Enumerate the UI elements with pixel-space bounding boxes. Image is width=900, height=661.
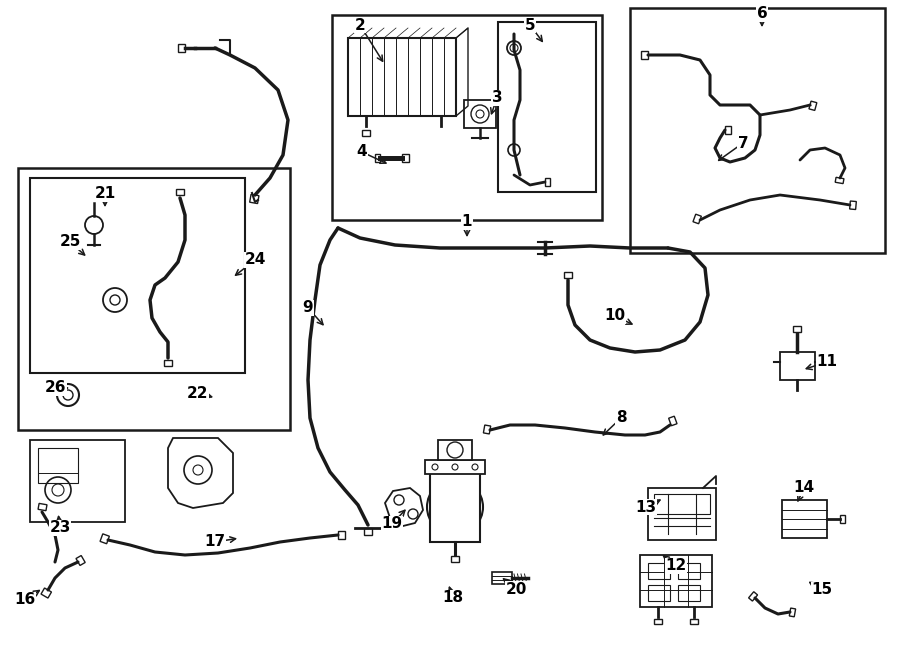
Polygon shape <box>76 555 86 565</box>
Polygon shape <box>249 194 259 204</box>
Bar <box>430 472 480 542</box>
Bar <box>782 500 827 538</box>
Polygon shape <box>789 608 796 617</box>
Bar <box>438 440 472 460</box>
Text: 21: 21 <box>94 186 115 202</box>
Polygon shape <box>835 177 844 184</box>
Text: 9: 9 <box>302 301 313 315</box>
Text: 18: 18 <box>443 590 464 605</box>
Bar <box>30 440 125 522</box>
Text: 20: 20 <box>505 582 526 596</box>
Polygon shape <box>641 51 648 59</box>
Polygon shape <box>850 201 856 210</box>
Polygon shape <box>176 189 184 195</box>
Polygon shape <box>41 588 51 598</box>
Bar <box>780 352 815 380</box>
Bar <box>348 38 456 116</box>
Bar <box>18 168 290 430</box>
Polygon shape <box>840 515 845 523</box>
Text: 10: 10 <box>605 309 626 323</box>
Text: 1: 1 <box>462 215 472 229</box>
Polygon shape <box>178 44 185 52</box>
Text: 15: 15 <box>812 582 833 598</box>
Polygon shape <box>545 178 550 186</box>
Text: 13: 13 <box>635 500 657 514</box>
Polygon shape <box>690 619 698 624</box>
Polygon shape <box>362 130 370 136</box>
Polygon shape <box>669 416 677 426</box>
Polygon shape <box>100 534 110 544</box>
Text: 26: 26 <box>44 381 66 395</box>
Text: 5: 5 <box>525 17 535 32</box>
Polygon shape <box>451 556 459 562</box>
Polygon shape <box>164 360 172 366</box>
Bar <box>498 22 596 192</box>
Text: 14: 14 <box>794 481 814 496</box>
Polygon shape <box>793 326 801 332</box>
Bar <box>630 8 885 253</box>
Text: 19: 19 <box>382 516 402 531</box>
Polygon shape <box>483 425 490 434</box>
Text: 4: 4 <box>356 145 367 159</box>
Text: 11: 11 <box>816 354 838 369</box>
Bar <box>492 572 512 584</box>
Text: 16: 16 <box>14 592 36 607</box>
Text: 17: 17 <box>204 535 226 549</box>
Polygon shape <box>38 504 47 511</box>
Polygon shape <box>809 101 817 110</box>
Polygon shape <box>654 619 662 624</box>
Text: 8: 8 <box>616 410 626 426</box>
Bar <box>464 100 496 128</box>
Polygon shape <box>749 592 758 601</box>
Bar <box>648 585 670 601</box>
Text: 24: 24 <box>244 253 266 268</box>
Polygon shape <box>725 126 731 134</box>
Text: 12: 12 <box>665 559 687 574</box>
Bar <box>640 555 712 607</box>
Polygon shape <box>402 154 409 162</box>
Text: 25: 25 <box>59 235 81 249</box>
Bar <box>678 585 700 601</box>
Bar <box>648 563 670 579</box>
Bar <box>654 494 710 514</box>
Bar <box>678 563 700 579</box>
Bar <box>332 15 602 220</box>
Polygon shape <box>564 272 572 278</box>
Text: 23: 23 <box>50 520 71 535</box>
Polygon shape <box>338 531 345 539</box>
Polygon shape <box>375 154 380 162</box>
Bar <box>38 448 78 483</box>
Text: 3: 3 <box>491 91 502 106</box>
Bar <box>30 178 245 373</box>
Text: 6: 6 <box>757 7 768 22</box>
Polygon shape <box>364 528 372 535</box>
Text: 7: 7 <box>738 136 748 151</box>
Bar <box>648 488 716 540</box>
Bar <box>425 460 485 474</box>
Polygon shape <box>693 214 701 224</box>
Text: 2: 2 <box>355 17 365 32</box>
Text: 22: 22 <box>186 385 208 401</box>
